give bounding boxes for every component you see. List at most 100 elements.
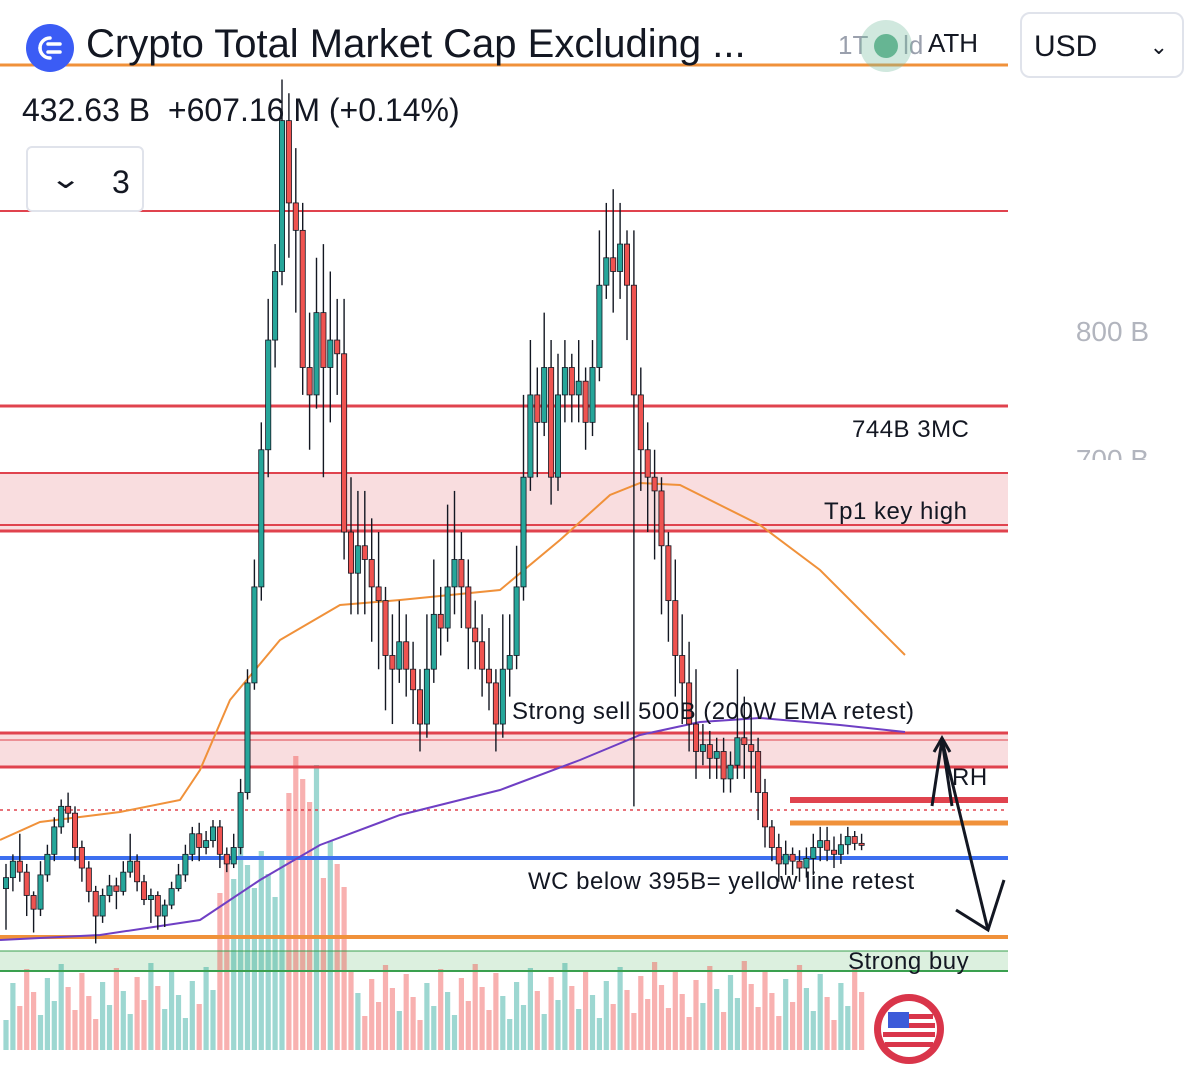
volume-bar: [472, 964, 478, 1050]
candle-body: [458, 559, 465, 588]
volume-bar: [610, 1004, 616, 1050]
market-status-icon: [860, 20, 912, 72]
candle-body: [755, 751, 762, 794]
candle-body: [306, 367, 313, 396]
volume-bar: [244, 865, 251, 1050]
candle-body: [775, 847, 782, 865]
candle-body: [354, 545, 361, 574]
volume-bar: [31, 992, 37, 1050]
zone-strong-sell: [0, 733, 1008, 767]
candle-body: [230, 847, 237, 865]
indicators-count: 3: [112, 164, 130, 200]
candle-body: [824, 840, 831, 851]
candle-body: [341, 353, 348, 533]
price-change: +607.16 M: [167, 92, 320, 128]
volume-bar: [734, 998, 740, 1050]
volume-bar: [486, 1010, 492, 1050]
candle-body: [423, 668, 430, 725]
candle-body: [506, 655, 513, 670]
candle-body: [113, 885, 120, 892]
volume-bar: [438, 969, 444, 1050]
volume-bar: [231, 879, 237, 1050]
indicators-toggle-button[interactable]: ⌄ 3: [26, 146, 144, 212]
candle-body: [140, 881, 147, 900]
candle-body: [651, 476, 658, 492]
candle-body: [147, 895, 154, 900]
price-tag: 744.01 B: [1052, 390, 1173, 423]
candle-body: [223, 853, 230, 865]
candle-body: [610, 257, 617, 272]
volume-bar: [196, 1004, 202, 1050]
candle-body: [154, 895, 161, 917]
volume-bar: [658, 985, 665, 1050]
price-tag: 552.41 B: [1052, 516, 1173, 549]
volume-bar: [44, 978, 50, 1050]
price-change-pct: (+0.14%): [328, 92, 460, 128]
candle-body: [182, 853, 189, 876]
volume-bar: [824, 997, 830, 1050]
chevron-down-icon: ⌄: [49, 163, 83, 194]
volume-bar: [527, 968, 533, 1050]
volume-bar: [541, 1014, 547, 1050]
candle-body: [527, 394, 534, 478]
volume-bar: [624, 990, 630, 1050]
us-flag-icon[interactable]: [874, 994, 944, 1064]
volume-bar: [514, 982, 520, 1050]
currency-select[interactable]: USD ⌄: [1020, 12, 1184, 78]
candle-body: [396, 641, 403, 670]
volume-bar: [493, 973, 499, 1050]
ema-slow-line: [0, 716, 906, 941]
price-tag: 334.68 B: [1052, 970, 1173, 1003]
candle-body: [30, 895, 37, 910]
price-tag: 422.32 B: [1052, 878, 1173, 911]
candle-body: [644, 449, 651, 478]
candle-body: [624, 243, 631, 286]
volume-bar: [341, 887, 347, 1050]
volume-bar: [403, 974, 409, 1050]
currency-value: USD: [1034, 30, 1098, 63]
annotation-rh: RH: [952, 764, 988, 791]
volume-bar: [845, 1006, 851, 1050]
candle-body: [51, 826, 58, 855]
candle-body: [831, 849, 838, 855]
volume-bar: [465, 1001, 471, 1050]
ath-label[interactable]: ATH: [928, 28, 979, 58]
volume-bar: [334, 864, 340, 1050]
candle-body: [465, 586, 472, 629]
price-tag: 491.15 B: [1052, 608, 1173, 641]
volume-bar: [238, 842, 244, 1050]
candle-body: [58, 805, 65, 828]
symbol-title[interactable]: Crypto Total Market Cap Excluding ...: [86, 22, 746, 66]
candle-body: [472, 627, 479, 643]
volume-bar: [817, 974, 823, 1050]
volume-bar: [652, 962, 658, 1050]
volume-bar: [679, 994, 685, 1050]
price-tag: 438.47 B: [1052, 746, 1173, 779]
volume-bar: [182, 1018, 188, 1050]
volume-bar: [320, 878, 326, 1050]
candle-body: [693, 723, 700, 752]
volume-bar: [548, 977, 554, 1050]
volume-bar: [162, 1009, 168, 1050]
volume-bar: [389, 988, 395, 1050]
candle-body: [492, 682, 499, 725]
interval-selector[interactable]: 1T ld: [838, 20, 923, 72]
volume-bar: [348, 970, 354, 1050]
candle-body: [499, 668, 506, 725]
candle-body: [444, 586, 451, 629]
candle-body: [285, 120, 292, 204]
candle-body: [196, 833, 203, 848]
candle-body: [844, 836, 851, 846]
volume-bar: [534, 991, 540, 1050]
volume-bar: [369, 979, 375, 1050]
volume-bar: [507, 1019, 513, 1050]
candle-body: [9, 860, 16, 879]
volume-bar: [727, 975, 734, 1050]
volume-bar: [355, 993, 361, 1050]
volume-bar: [127, 1014, 133, 1050]
candle-body: [299, 229, 306, 368]
volume-bar: [293, 756, 299, 1050]
candle-body: [272, 271, 279, 341]
candle-body: [216, 826, 223, 855]
